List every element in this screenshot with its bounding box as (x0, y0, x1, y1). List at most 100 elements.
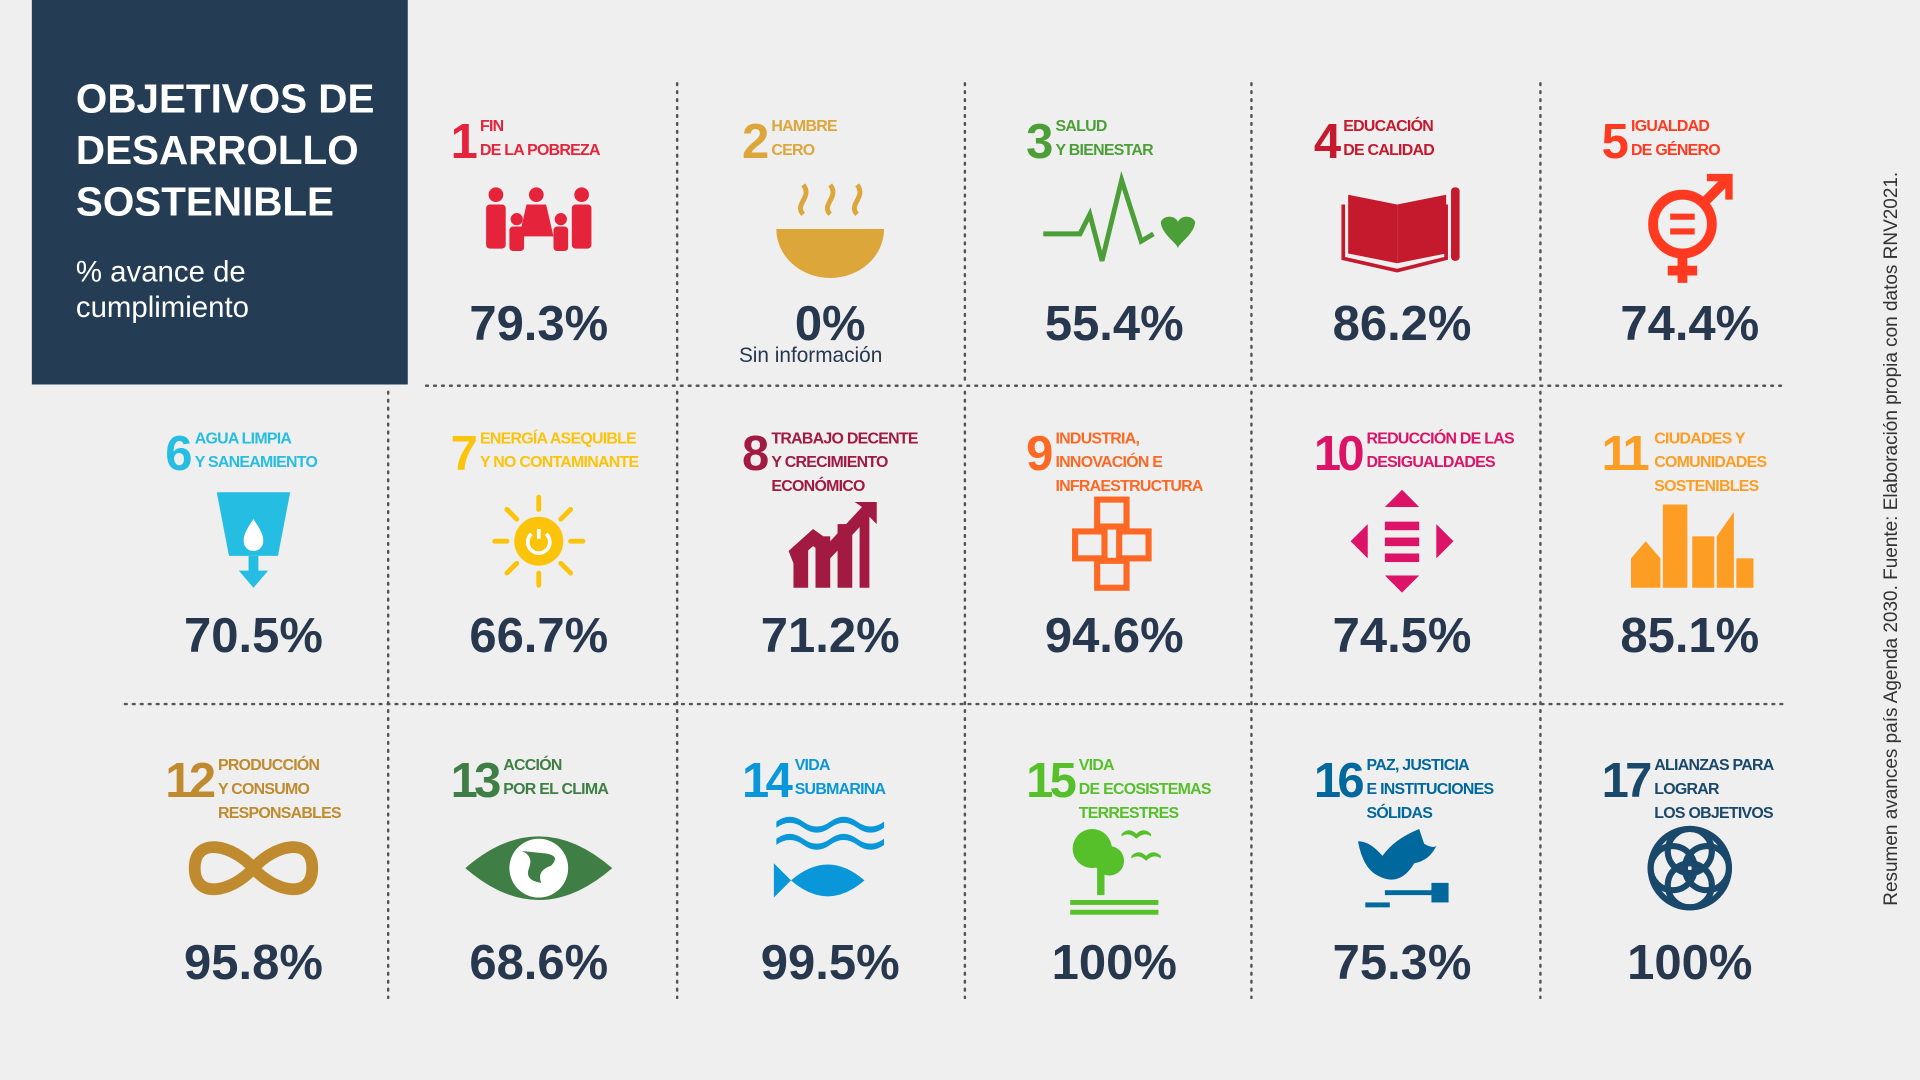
icon-shape (1384, 537, 1420, 547)
goal: 14 VIDA SUBMARINA 99.5% (742, 754, 900, 990)
goal-icon (1350, 489, 1454, 593)
icon-shape (1357, 828, 1437, 880)
header-box (31, 0, 408, 385)
icon-shape (773, 816, 885, 898)
goal: 8 TRABAJO DECENTE Y CRECIMIENTO ECONÓMICO 71… (742, 427, 919, 663)
icon-shape (1736, 558, 1754, 588)
goal-label: REDUCCIÓN DE LAS (1367, 428, 1514, 447)
subtitle-line: % avance de (76, 256, 246, 289)
icon-shape (1384, 521, 1420, 531)
icon-shape (1384, 489, 1420, 507)
goal: 12 PRODUCCIÓN Y CONSUMO RESPONSABLES 95.8% (165, 754, 341, 990)
goal-value: 99.5% (761, 936, 900, 990)
goal-label: TERRESTRES (1079, 805, 1179, 822)
icon-shape (510, 213, 523, 226)
goal-label: VIDA (1079, 757, 1115, 774)
goal-label: Y CONSUMO (218, 781, 310, 798)
goal: 13 ACCIÓN POR EL CLIMA 68.6% (451, 754, 613, 990)
icon-shape (528, 187, 544, 203)
goal-label: FIN (480, 118, 504, 135)
goal-label: SOSTENIBLES (1654, 478, 1758, 495)
goal-label: SÓLIDAS (1367, 803, 1433, 822)
goal: 17 ALIANZAS PARA LOGRAR LOS OBJETIVOS 100% (1602, 754, 1776, 990)
icon-shape (1131, 852, 1161, 861)
icon-shape (1397, 194, 1447, 264)
icon-shape (571, 204, 592, 249)
goal-number: 16 (1314, 754, 1364, 808)
goal-number: 14 (742, 754, 793, 808)
icon-shape (488, 187, 504, 203)
icon-shape (791, 864, 865, 897)
icon-shape (1341, 187, 1460, 273)
goal-icon (788, 502, 877, 588)
icon-shape (574, 187, 589, 203)
goal-label: ALIANZAS PARA (1654, 757, 1774, 774)
goal-number: 2 (742, 115, 768, 169)
goal-icon (1341, 187, 1460, 273)
goal-number: 10 (1314, 427, 1364, 481)
goal-icon (1647, 825, 1733, 911)
icon-shape (238, 570, 269, 588)
subtitle-line: cumplimiento (76, 291, 249, 324)
goal-label: ACCIÓN (503, 755, 562, 774)
icon-shape (519, 204, 554, 237)
goal-value: 85.1% (1620, 609, 1759, 663)
goal-value: 68.6% (469, 936, 608, 990)
goal-label: INFRAESTRUCTURA (1056, 478, 1204, 495)
icon-shape (486, 187, 592, 252)
grid-lines (123, 82, 1787, 1000)
goal-value: 86.2% (1333, 297, 1472, 351)
goal-label: PAZ, JUSTICIA (1367, 757, 1471, 774)
icon-shape (1384, 575, 1420, 593)
goal: 7 ENERGÍA ASEQUIBLE Y NO CONTAMINANTE 66.7% (451, 427, 640, 663)
goal-label: Y BIENESTAR (1056, 142, 1155, 159)
goal-icon (773, 816, 885, 898)
goal-value: 70.5% (184, 609, 323, 663)
icon-shape (188, 841, 319, 896)
goal-label: AGUA LIMPIA (195, 430, 293, 447)
icon-shape (1043, 170, 1196, 262)
icon-shape (486, 204, 506, 249)
goal-number: 3 (1026, 115, 1052, 169)
goal-label: TRABAJO DECENTE (771, 430, 917, 447)
goal: 4 EDUCACIÓN DE CALIDAD 86.2% (1314, 115, 1472, 351)
goal-label: COMUNIDADES (1654, 454, 1766, 471)
goal: 16 PAZ, JUSTICIA E INSTITUCIONES SÓLIDAS 75.… (1314, 754, 1494, 990)
goal-label: PRODUCCIÓN (218, 755, 320, 774)
goal-number: 6 (165, 427, 191, 481)
icon-shape (1348, 194, 1398, 264)
icon-shape (1070, 909, 1159, 915)
icon-shape (1647, 825, 1733, 911)
goal-value: 71.2% (761, 609, 900, 663)
goal-label: RESPONSABLES (218, 805, 341, 822)
icon-shape (521, 851, 555, 883)
icon-shape (1072, 528, 1108, 562)
goal-label: SUBMARINA (795, 781, 887, 798)
title-line: OBJETIVOS DE (76, 76, 375, 122)
goal-value: 100% (1052, 936, 1177, 990)
icon-shape (776, 183, 885, 278)
icon-shape (1094, 557, 1130, 591)
source-note: Resumen avances país Agenda 2030. Fuente… (1881, 172, 1902, 906)
icon-shape (492, 494, 586, 588)
icon-shape (859, 511, 870, 588)
icon-shape (465, 836, 613, 900)
icon-shape (773, 863, 792, 898)
icon-shape (798, 183, 863, 217)
goal-number: 1 (451, 115, 477, 169)
goal-value: 55.4% (1045, 297, 1184, 351)
icon-shape (1451, 187, 1460, 261)
goal-number: 17 (1602, 754, 1652, 808)
icon-shape (1350, 524, 1368, 559)
icon-shape (248, 555, 259, 574)
goal-number: 9 (1026, 427, 1052, 481)
goal-value: 100% (1627, 936, 1752, 990)
icon-shape (1072, 496, 1152, 591)
goal-icon (1072, 496, 1152, 591)
goal: 2 HAMBRE CERO 0%Sin información (739, 115, 885, 367)
goal-number: 5 (1602, 115, 1628, 169)
icon-shape (1097, 868, 1105, 896)
goal-icon (1631, 504, 1754, 588)
icon-shape (1631, 541, 1661, 588)
